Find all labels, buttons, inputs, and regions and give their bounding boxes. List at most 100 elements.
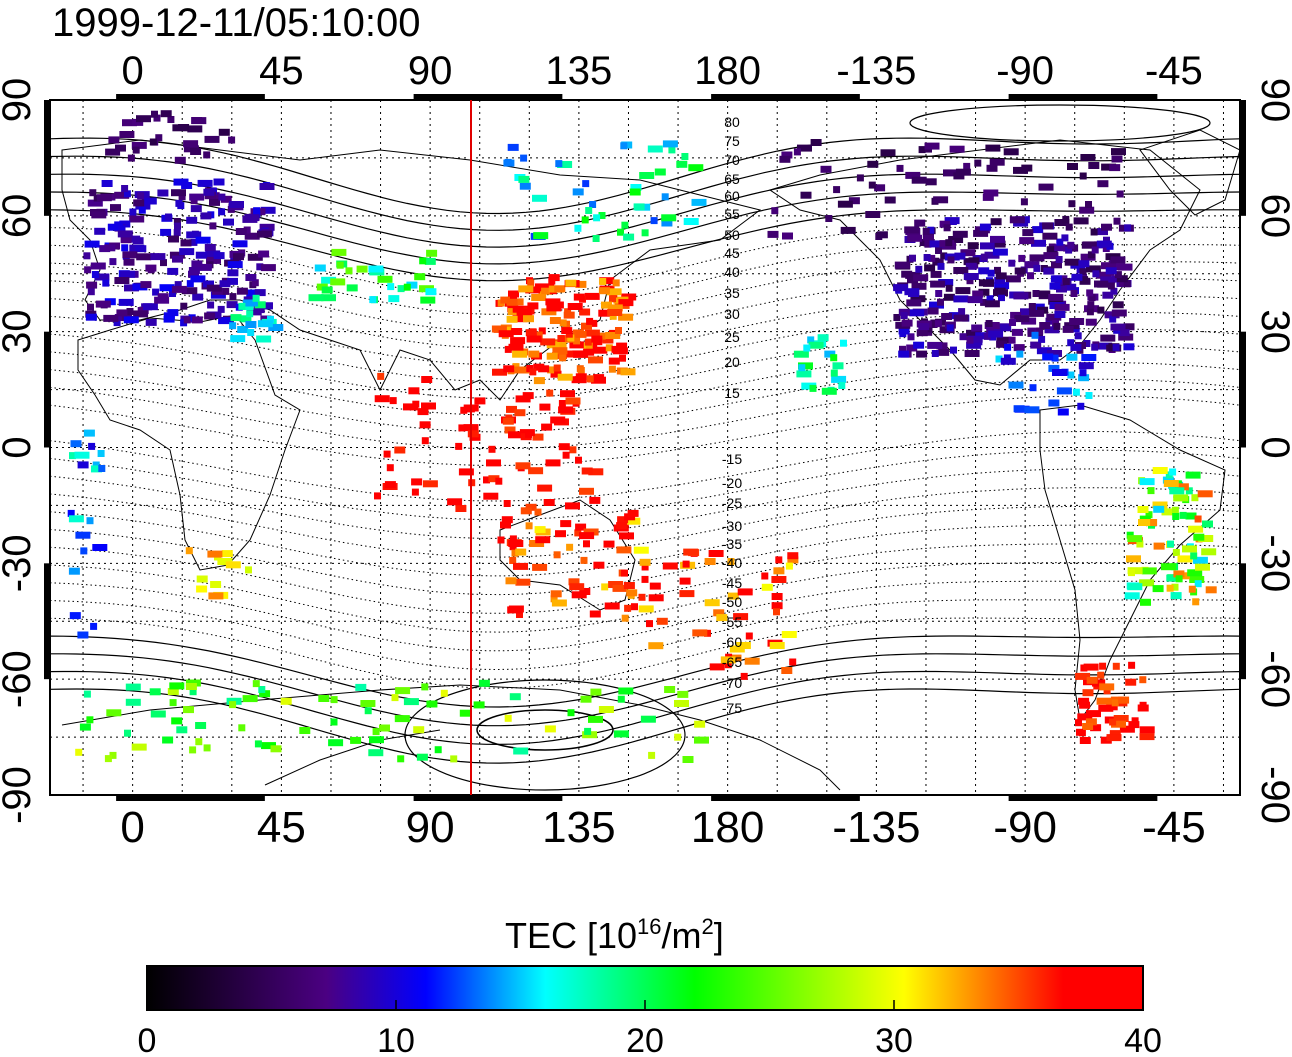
tec-cell (647, 145, 663, 153)
tec-cell (97, 450, 105, 457)
tec-cell (103, 314, 119, 322)
tec-cell (787, 552, 799, 560)
colorbar-label: TEC [1016/m2] (505, 914, 724, 956)
tec-cell (1054, 303, 1070, 311)
tec-cell (548, 274, 560, 282)
tec-cell (906, 299, 922, 307)
tec-cell (153, 114, 161, 122)
tec-cell (631, 603, 638, 611)
tec-cell (242, 215, 258, 223)
tec-cell (621, 569, 628, 577)
tec-cell (575, 456, 582, 464)
tec-cell (383, 450, 391, 458)
tec-cell (681, 153, 689, 160)
tec-cell (627, 509, 639, 517)
tec-cell (577, 367, 585, 374)
tec-cell (955, 287, 971, 295)
tec-cell (1055, 256, 1063, 263)
tec-cell (987, 269, 995, 277)
tec-cell (197, 179, 213, 187)
longitude-tick-label: 135 (546, 49, 613, 93)
tec-cell (1050, 275, 1062, 283)
contour-label: -50 (722, 594, 742, 610)
tec-cell (217, 558, 233, 565)
tec-cell (1101, 163, 1117, 171)
tec-cell (174, 156, 186, 164)
tec-cell (740, 672, 748, 680)
tec-cell (331, 248, 347, 256)
tec-cell (998, 294, 1005, 302)
tec-cell (913, 274, 929, 282)
tec-cell (1110, 323, 1126, 331)
tec-cell (133, 310, 149, 318)
tec-cell (1173, 494, 1189, 502)
tec-cell (967, 335, 983, 343)
tec-cell (75, 531, 91, 539)
tec-cell (1193, 533, 1205, 541)
tec-cell (649, 582, 661, 590)
tec-cell (905, 271, 921, 279)
tec-cell (511, 549, 519, 557)
tec-cell (1185, 512, 1197, 520)
tec-cell (599, 278, 607, 285)
tec-cell (1172, 513, 1180, 520)
tec-cell (1185, 471, 1201, 479)
tec-cell (771, 207, 779, 215)
tec-cell (540, 338, 556, 346)
tec-cell (1171, 583, 1179, 591)
tec-cell (515, 578, 531, 586)
tec-cell (910, 295, 926, 303)
tec-cell (555, 160, 563, 168)
tec-cell (583, 528, 599, 536)
tec-cell (661, 219, 673, 227)
tec-cell (984, 300, 1000, 308)
tec-cell (621, 614, 629, 622)
tec-cell (253, 306, 265, 314)
tec-cell (252, 680, 260, 688)
tec-cell (793, 350, 809, 358)
tec-cell (258, 686, 266, 693)
tec-cell (242, 299, 258, 307)
tec-cell (254, 289, 266, 297)
tec-cell (150, 710, 166, 718)
tec-cell (979, 223, 991, 231)
tec-cell (661, 193, 669, 201)
tec-cell (1014, 267, 1026, 275)
tec-cell (125, 683, 141, 691)
tec-cell (569, 341, 585, 349)
tec-cell (971, 324, 983, 332)
tec-cell (1052, 369, 1067, 376)
tec-cell (560, 520, 572, 528)
tec-cell (186, 216, 198, 224)
tec-cell (559, 319, 567, 327)
tec-cell (280, 697, 292, 705)
tec-cell (222, 287, 230, 295)
tec-cell (935, 290, 943, 297)
tec-cell (1078, 374, 1090, 382)
tec-cell (89, 189, 97, 197)
tec-cell (1112, 301, 1124, 309)
tec-cell (1086, 289, 1094, 297)
tec-cell (69, 612, 81, 620)
tec-cell (967, 296, 983, 304)
tec-cell (929, 301, 944, 309)
tec-cell (507, 606, 523, 614)
tec-cell (217, 305, 225, 313)
tec-cell (533, 232, 549, 240)
tec-cell (633, 203, 645, 211)
tec-cell (626, 589, 638, 597)
tec-cell (196, 585, 208, 593)
tec-cell (157, 293, 169, 301)
contour-label: -70 (722, 675, 742, 691)
tec-cell (549, 317, 561, 324)
tec-cell (992, 248, 1008, 256)
top-longitude-ticks: 0 45 90 135 180 -135 -90 -45 (122, 49, 1203, 93)
tec-cell (619, 354, 626, 362)
tec-cell (171, 189, 186, 197)
tec-cell (949, 145, 965, 153)
tec-cell (1111, 699, 1119, 707)
contour-label: 65 (724, 171, 740, 187)
tec-cell (513, 562, 528, 570)
tec-cell (1127, 583, 1143, 591)
